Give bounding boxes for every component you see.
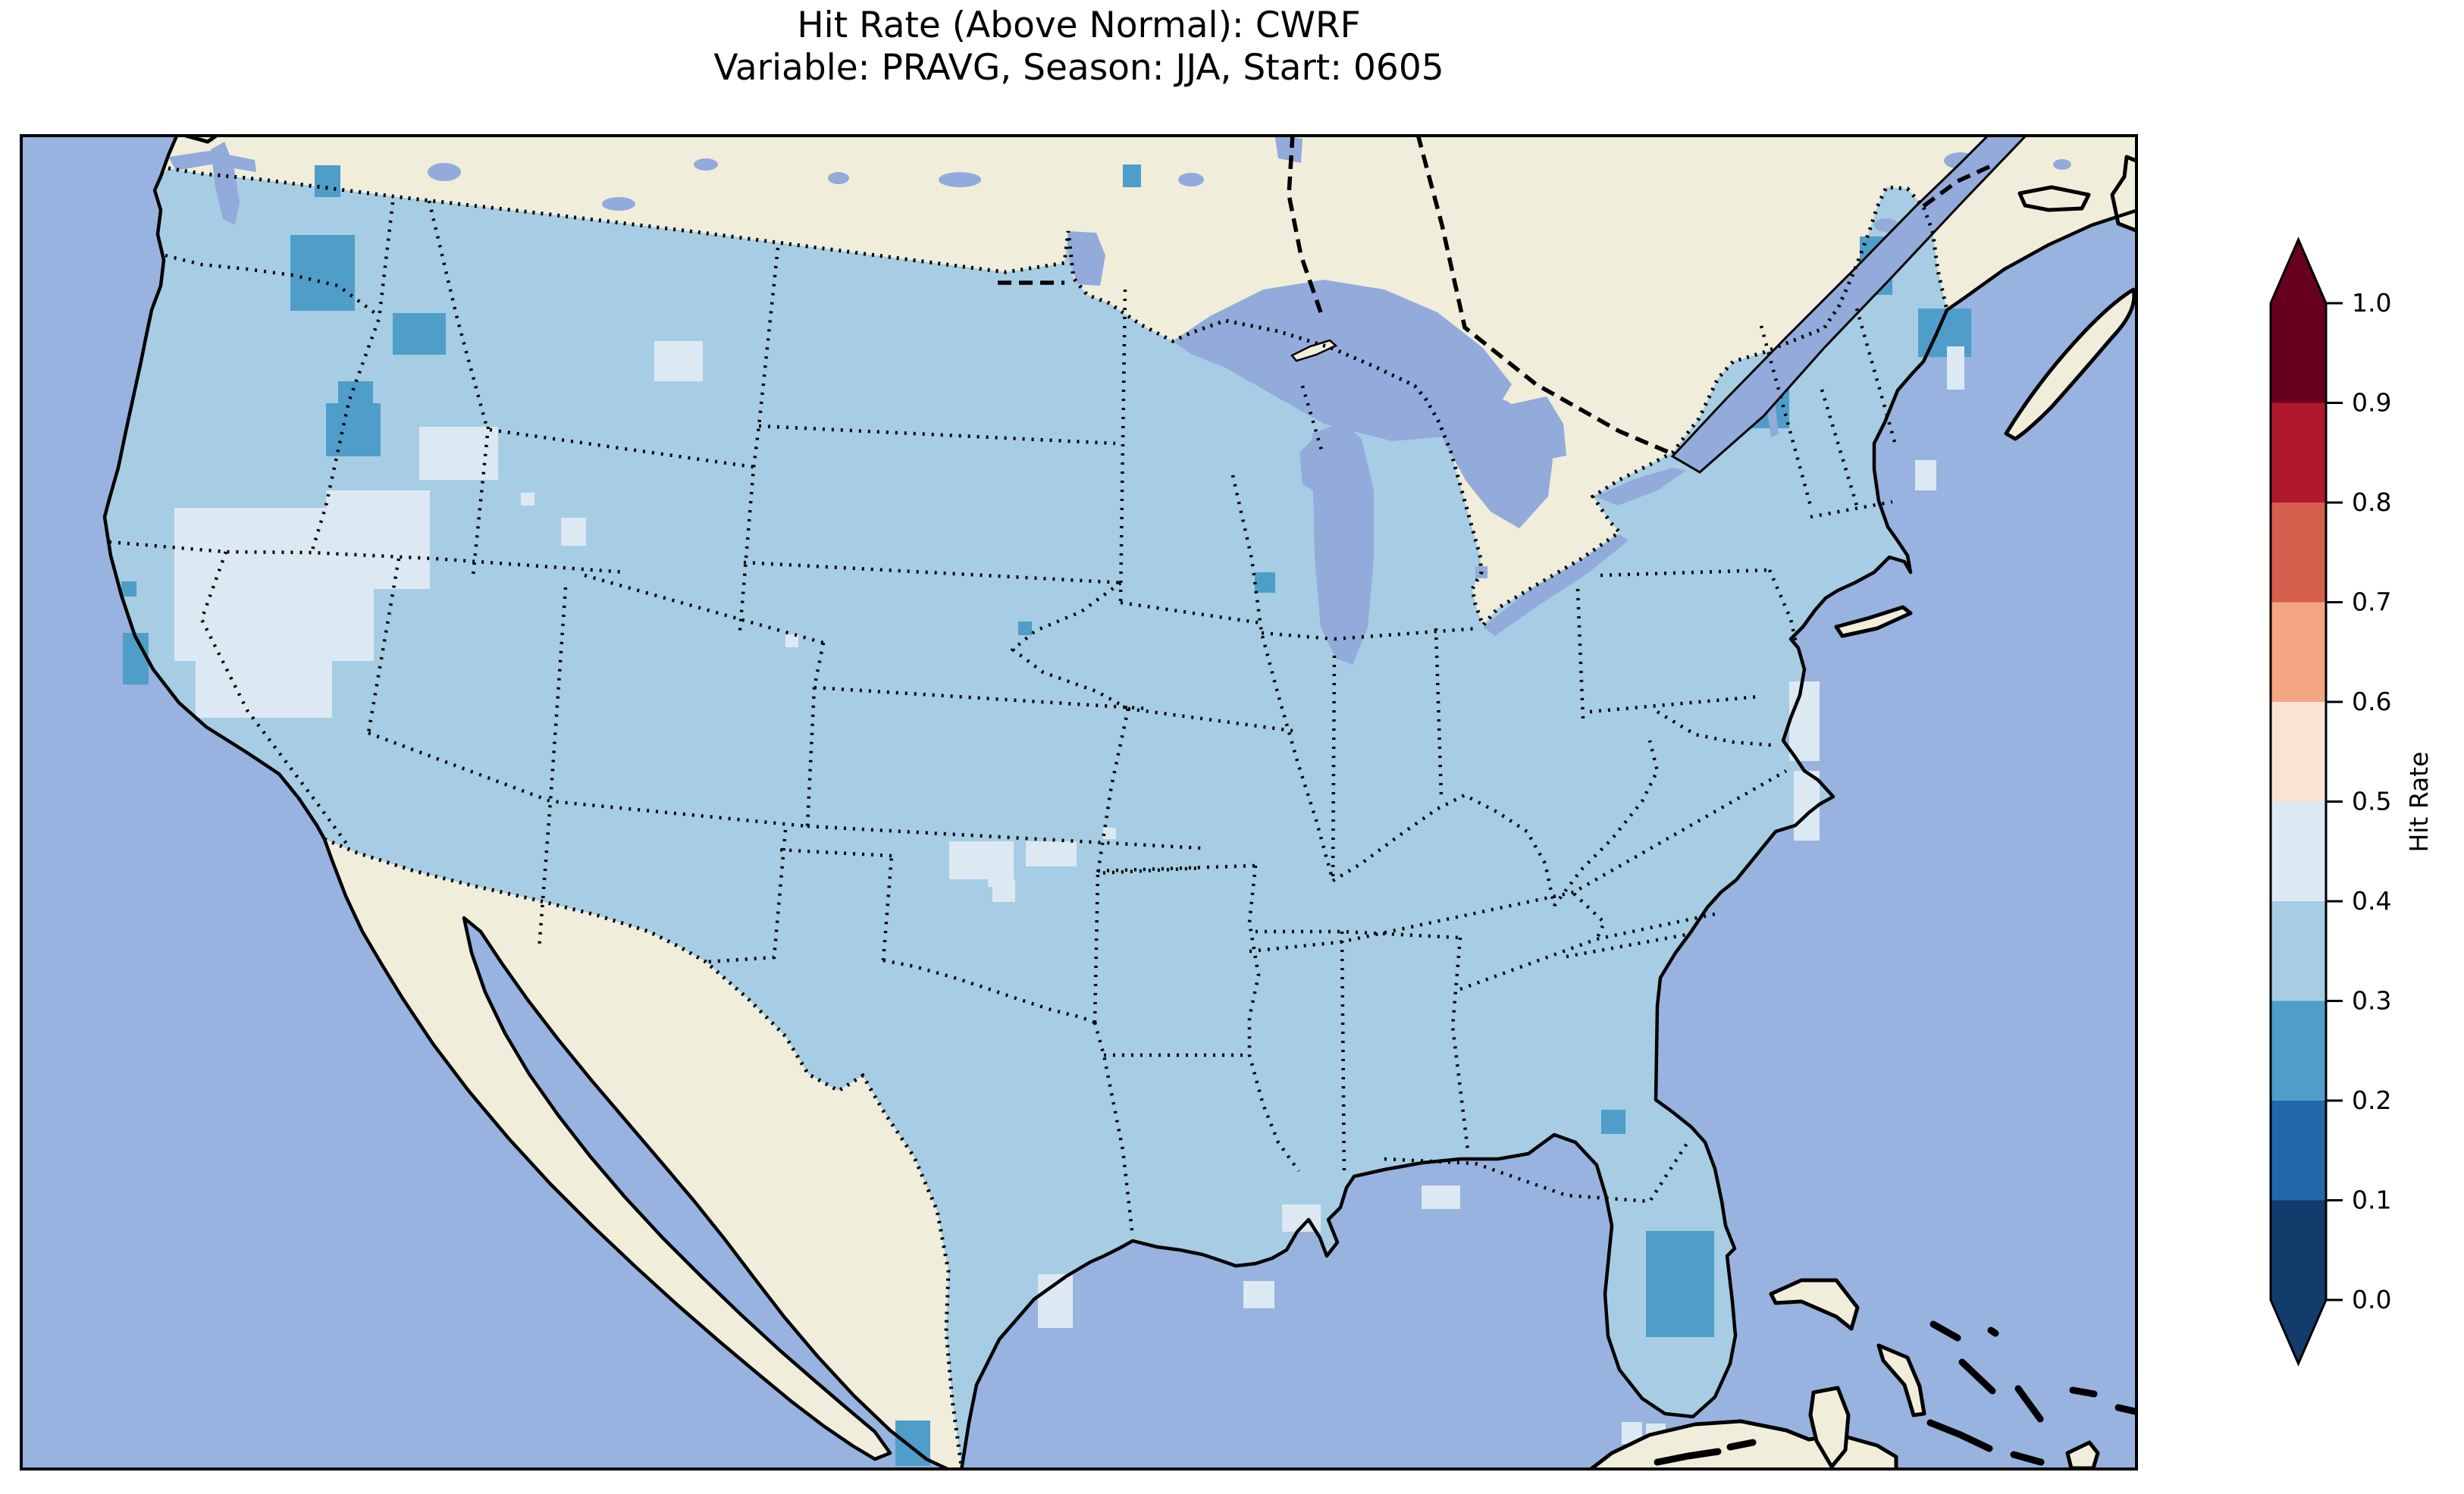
map-frame	[20, 134, 2138, 1471]
lake-ontario	[1595, 468, 1686, 506]
colorbar-tick-label: 0.4	[2352, 886, 2391, 916]
grid-cell	[654, 341, 703, 381]
colorbar-tick-label: 0.9	[2352, 388, 2391, 418]
lake-superior	[1173, 280, 1512, 441]
grid-cell	[1026, 841, 1077, 866]
national-borders	[168, 166, 1949, 1467]
georgian-bay	[1512, 396, 1566, 460]
grid-cell	[393, 313, 446, 355]
lake-erie	[1483, 534, 1629, 636]
state-borders	[108, 200, 1897, 1238]
colorbar-segment	[2271, 402, 2326, 503]
grid-cell	[1243, 1281, 1274, 1308]
grid-cell	[290, 235, 355, 311]
puget-sound	[211, 142, 240, 225]
colorbar-tick-label: 1.0	[2352, 288, 2391, 318]
andros-island	[1808, 1386, 1851, 1469]
colorbar-body	[2269, 236, 2328, 1367]
grid-cell	[326, 403, 381, 456]
grid-cell	[196, 661, 332, 718]
canada-provincial-borders	[998, 134, 1992, 455]
grid-cell	[1255, 572, 1275, 593]
colorbar-segment	[2271, 303, 2326, 404]
colorbar-segment	[2271, 1200, 2326, 1301]
grid-cell	[1103, 828, 1116, 839]
colorbar: 1.0 0.9 0.8 0.7 0.6 0.5 0.4 0.3 0.2 0.1 0.0 Hit Ra…	[2269, 236, 2434, 1367]
grid-cell	[1018, 622, 1032, 635]
colorbar-segment	[2271, 801, 2326, 902]
grid-cell	[1646, 1231, 1714, 1337]
us-canada-border	[168, 166, 1949, 629]
canada-lake	[939, 172, 981, 187]
lakes	[168, 134, 2071, 665]
coastline	[102, 134, 2138, 1471]
colorbar-segment	[2271, 702, 2326, 803]
colorbar-tick-label: 0.5	[2352, 787, 2391, 816]
grid-cell	[174, 508, 430, 589]
grid-cell	[949, 841, 1014, 879]
colorbar-tick-label: 0.3	[2352, 986, 2391, 1016]
colorbar-label: Hit Rate	[2404, 751, 2434, 852]
canada-lake	[1874, 218, 1898, 232]
colorbar-tick-label: 0.6	[2352, 687, 2391, 716]
grid-cell	[174, 589, 374, 661]
lake-nipigon	[1413, 338, 1459, 377]
grid-cell	[315, 165, 340, 197]
grid-cell	[1789, 681, 1820, 761]
grid-cell	[419, 427, 498, 480]
colorbar-segment	[2271, 503, 2326, 603]
colorbar-tick-label: 0.8	[2352, 487, 2391, 517]
long-island	[1834, 605, 1913, 638]
colorbar-ticks: 1.0 0.9 0.8 0.7 0.6 0.5 0.4 0.3 0.2 0.1 0.0	[2326, 288, 2391, 1314]
grid-cell	[785, 634, 798, 647]
lake-of-the-woods	[1067, 231, 1105, 286]
canada-lake	[602, 197, 635, 211]
chart-title: Hit Rate (Above Normal): CWRF Variable: …	[20, 5, 2138, 90]
prince-edward-island	[2017, 185, 2091, 212]
canada-lake	[2053, 159, 2071, 170]
colorbar-tick-label: 0.0	[2352, 1285, 2391, 1314]
nova-scotia	[2004, 287, 2136, 441]
us-hit-rate-map	[20, 134, 2138, 1471]
eleuthera	[1876, 1343, 1926, 1417]
us-base-fill	[105, 168, 1947, 1466]
colorbar-tick-label: 0.7	[2352, 587, 2391, 617]
small-cays-and-keys	[1654, 1320, 2138, 1466]
grid-cell	[1915, 460, 1936, 490]
green-bay	[1299, 439, 1319, 490]
lake-huron	[1428, 389, 1553, 528]
colorbar-segment	[2271, 1001, 2326, 1101]
canada-lake	[428, 163, 461, 181]
colorbar-tick-label: 0.1	[2352, 1185, 2391, 1215]
colorbar-segment	[2271, 1101, 2326, 1201]
grid-cell	[988, 872, 1003, 887]
grid-cell	[521, 493, 534, 506]
grid-cell	[1947, 346, 1964, 390]
grid-cell	[561, 518, 586, 546]
title-line-2: Variable: PRAVG, Season: JJA, Start: 060…	[713, 47, 1444, 89]
lac-seul	[1274, 134, 1303, 163]
grid-cell	[1123, 164, 1141, 187]
title-line-1: Hit Rate (Above Normal): CWRF	[797, 5, 1361, 46]
canada-lake	[1178, 173, 1204, 186]
colorbar-segment	[2271, 901, 2326, 1002]
grid-cell	[338, 381, 373, 404]
canada-lake	[694, 158, 718, 171]
colorbar-segment	[2271, 602, 2326, 703]
great-inagua	[2065, 1440, 2100, 1471]
canada-lake	[828, 172, 849, 184]
grid-cell	[1601, 1110, 1625, 1134]
colorbar-tick-label: 0.2	[2352, 1085, 2391, 1115]
grid-cell	[1422, 1185, 1460, 1209]
lake-michigan	[1312, 422, 1374, 665]
abaco-grand-bahama	[1769, 1278, 1860, 1331]
st-lawrence-river	[1670, 134, 2030, 474]
grid-cell	[123, 633, 149, 684]
grid-cell	[121, 581, 136, 597]
